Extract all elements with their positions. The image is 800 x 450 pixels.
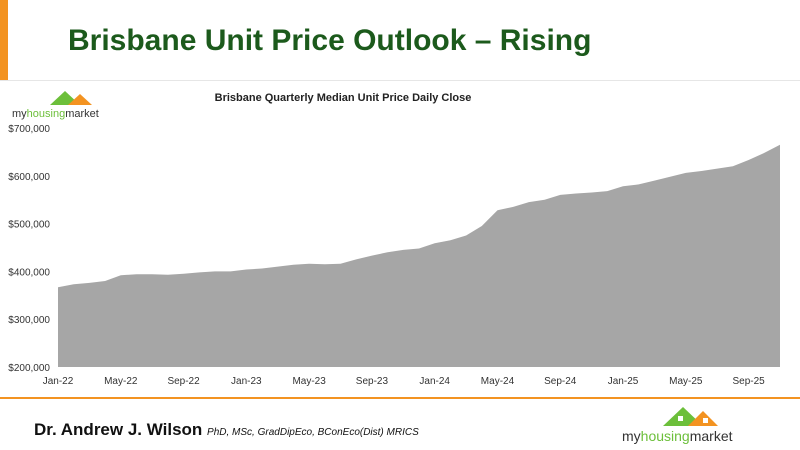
- x-tick-label: Jan-24: [419, 376, 450, 387]
- x-tick-label: Jan-25: [608, 376, 639, 387]
- author: Dr. Andrew J. Wilson PhD, MSc, GradDipEc…: [34, 420, 419, 440]
- y-tick-label: $300,000: [8, 315, 50, 326]
- x-tick-label: Sep-25: [732, 376, 765, 387]
- divider: [0, 80, 800, 81]
- author-credentials: PhD, MSc, GradDipEco, BConEco(Dist) MRIC…: [207, 427, 419, 438]
- x-tick-label: Jan-22: [43, 376, 74, 387]
- x-tick-label: May-25: [669, 376, 703, 387]
- x-tick-label: May-24: [481, 376, 515, 387]
- chart-title: Brisbane Quarterly Median Unit Price Dai…: [215, 92, 472, 104]
- accent-bar: [0, 0, 8, 80]
- area-series: [58, 144, 780, 367]
- x-tick-label: May-23: [292, 376, 326, 387]
- y-tick-label: $200,000: [8, 363, 50, 374]
- svg-text:myhousingmarket: myhousingmarket: [622, 428, 733, 444]
- y-tick-label: $500,000: [8, 220, 50, 231]
- x-tick-label: Sep-24: [544, 376, 577, 387]
- x-tick-label: Jan-23: [231, 376, 262, 387]
- x-tick-label: Sep-23: [356, 376, 389, 387]
- svg-text:myhousingmarket: myhousingmarket: [12, 108, 99, 120]
- author-name: Dr. Andrew J. Wilson: [34, 420, 203, 439]
- myhousingmarket-logo: myhousingmarket: [12, 91, 99, 120]
- x-tick-label: May-22: [104, 376, 138, 387]
- y-tick-label: $600,000: [8, 172, 50, 183]
- chart: Brisbane Quarterly Median Unit Price Dai…: [8, 92, 780, 387]
- myhousingmarket-footer-logo: myhousingmarket: [622, 407, 733, 444]
- footer-divider: [0, 397, 800, 399]
- x-tick-label: Sep-22: [167, 376, 200, 387]
- slide-title: Brisbane Unit Price Outlook – Rising: [68, 24, 592, 57]
- y-tick-label: $700,000: [8, 124, 50, 135]
- y-tick-label: $400,000: [8, 267, 50, 278]
